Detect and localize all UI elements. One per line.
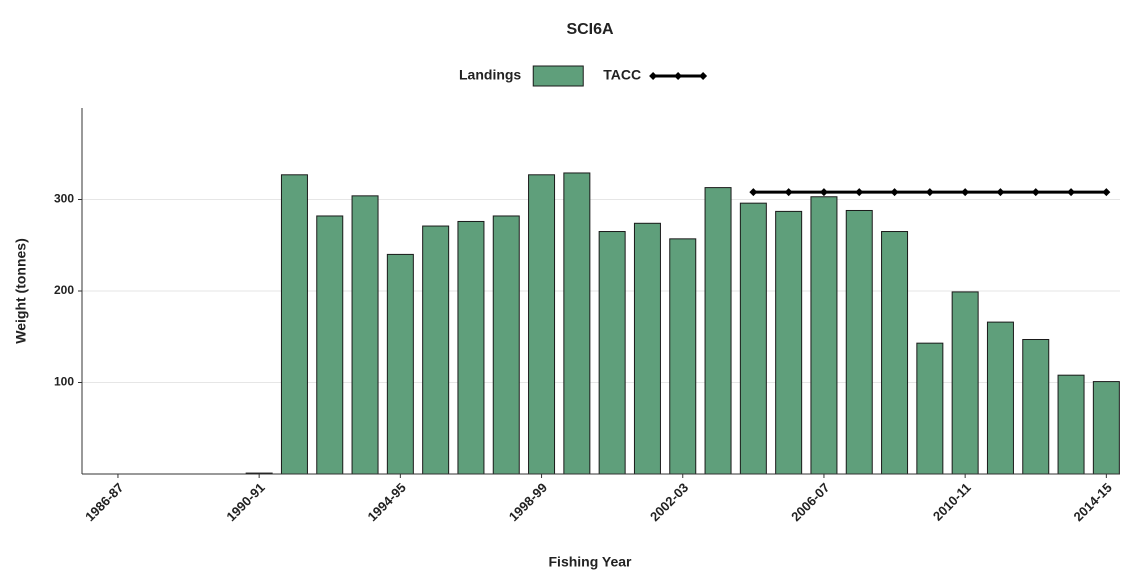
y-tick-label: 200 — [54, 283, 74, 297]
bar — [739, 202, 767, 475]
bar — [386, 253, 414, 475]
x-tick-label: 2002-03 — [647, 480, 691, 524]
bar — [316, 215, 344, 475]
line-marker — [1031, 188, 1040, 197]
bar — [845, 209, 873, 475]
bar — [810, 196, 838, 475]
bar — [528, 174, 556, 475]
line-marker — [855, 188, 864, 197]
y-tick-label: 100 — [54, 375, 74, 389]
bar — [492, 215, 520, 475]
bar — [951, 291, 979, 475]
legend-swatch — [532, 65, 584, 87]
bar — [633, 222, 661, 475]
line-marker — [749, 188, 758, 197]
bar — [1022, 338, 1050, 475]
x-tick-label: 1990-91 — [223, 480, 267, 524]
bar — [598, 231, 626, 475]
bar — [1092, 381, 1120, 475]
line-marker — [784, 188, 793, 197]
y-tick-label: 300 — [54, 192, 74, 206]
bar — [1057, 374, 1085, 475]
line-marker — [1067, 188, 1076, 197]
bar — [422, 225, 450, 475]
bar — [457, 220, 485, 475]
legend-marker — [674, 72, 683, 80]
legend-marker — [649, 72, 658, 80]
line-marker — [925, 188, 934, 197]
x-tick-label: 1986-87 — [82, 480, 126, 524]
bar — [986, 321, 1014, 475]
bar — [775, 210, 803, 475]
x-tick-label: 2006-07 — [788, 480, 832, 524]
x-tick-label: 1998-99 — [506, 480, 550, 524]
legend: Landings TACC — [459, 65, 708, 87]
x-tick-label: 2010-11 — [930, 480, 974, 524]
legend-marker — [699, 72, 708, 80]
line-marker — [961, 188, 970, 197]
bar — [563, 172, 591, 475]
bar — [916, 342, 944, 475]
bar — [881, 231, 909, 475]
line-marker — [890, 188, 899, 197]
legend-label: TACC — [603, 67, 641, 83]
line-marker — [819, 188, 828, 197]
bar — [351, 195, 379, 475]
chart-title: SCI6A — [566, 21, 614, 38]
bar — [669, 238, 697, 475]
bar — [280, 174, 308, 475]
x-axis-label: Fishing Year — [549, 554, 633, 570]
y-axis-label: Weight (tonnes) — [13, 238, 29, 344]
legend-label: Landings — [459, 67, 521, 83]
line-marker — [996, 188, 1005, 197]
x-tick-label: 1994-95 — [365, 480, 409, 524]
line-marker — [1102, 188, 1111, 197]
bar — [704, 187, 732, 475]
x-tick-label: 2014-15 — [1071, 480, 1115, 524]
